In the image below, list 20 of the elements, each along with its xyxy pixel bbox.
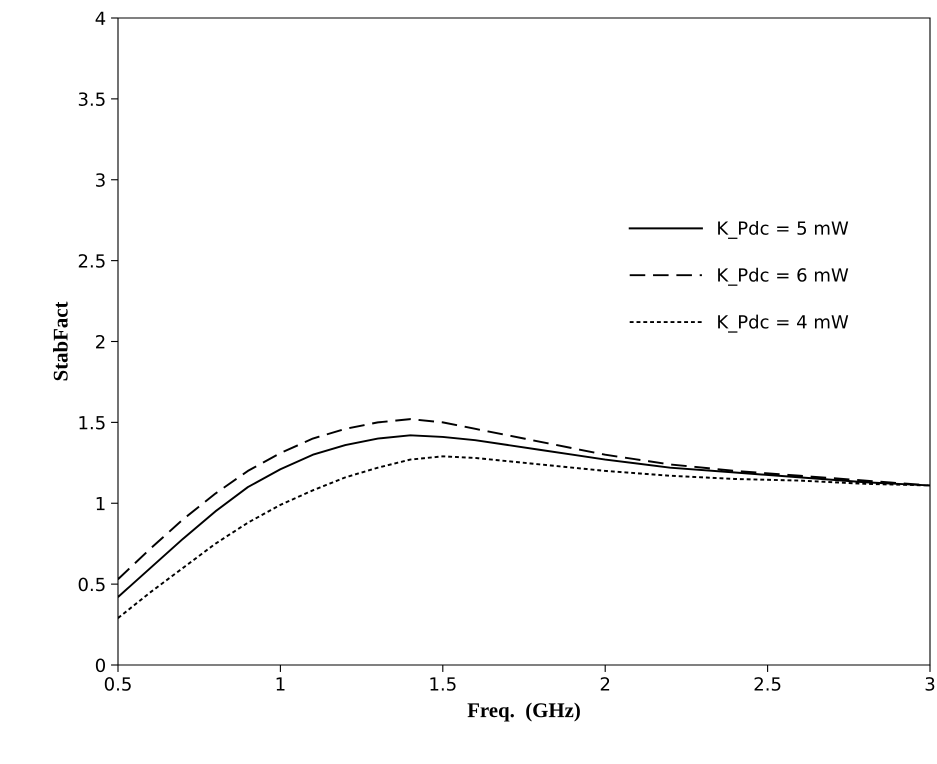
y-tick-label: 0 <box>96 658 105 672</box>
y-tick-label: 2 <box>96 334 104 348</box>
y-tick-label: 1 <box>96 496 105 510</box>
x-tick-label: 1.5 <box>430 677 456 691</box>
x-tick-label: 0.5 <box>104 677 131 691</box>
x-axis-title: Freq. (GHz) <box>468 702 580 722</box>
y-tick-label: 3 <box>96 173 105 187</box>
x-tick-label: 3 <box>926 677 934 691</box>
y-tick-label: 3.5 <box>78 92 105 106</box>
y-tick-label: 1.5 <box>79 416 105 430</box>
y-tick-label: 2.5 <box>78 254 105 268</box>
x-tick-label: 2 <box>600 677 610 691</box>
legend-label: K_Pdc = 4 mW <box>718 314 848 333</box>
legend-label: K_Pdc = 6 mW <box>718 268 848 286</box>
legend-label: K_Pdc = 5 mW <box>718 220 848 239</box>
x-tick-label: 1 <box>276 677 284 691</box>
y-axis-title: StabFact <box>53 302 68 380</box>
x-tick-label: 2.5 <box>754 677 780 691</box>
y-tick-label: 4 <box>96 12 106 25</box>
y-tick-label: 0.5 <box>78 578 105 592</box>
